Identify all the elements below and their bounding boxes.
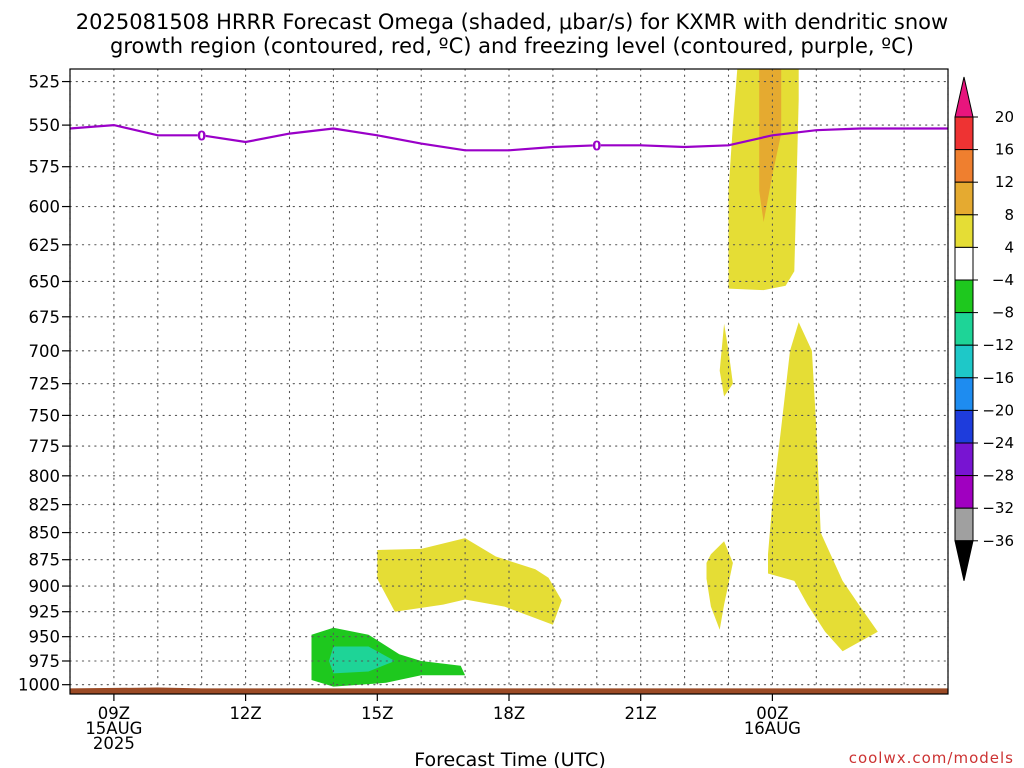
x-tick-label-00Z-1: 16AUG bbox=[744, 719, 801, 738]
colorbar-label-2: 12 bbox=[995, 173, 1014, 191]
y-tick-label-775: 775 bbox=[29, 437, 61, 456]
freezing-level-label-1: 0 bbox=[592, 139, 601, 154]
colorbar-label-5: −4 bbox=[992, 271, 1014, 289]
x-tick-label-09Z-0: 09Z bbox=[98, 704, 130, 723]
chart-title-line-1: 2025081508 HRRR Forecast Omega (shaded, … bbox=[76, 10, 948, 34]
y-tick-label-625: 625 bbox=[29, 236, 61, 255]
y-tick-label-800: 800 bbox=[29, 467, 61, 486]
colorbar-label-4: 4 bbox=[1004, 238, 1014, 256]
omega-region-4 bbox=[768, 322, 878, 652]
omega-region-3 bbox=[706, 541, 733, 630]
colorbar-label-13: −36 bbox=[982, 532, 1014, 550]
colorbar-bin-2 bbox=[954, 181, 974, 216]
y-tick-label-550: 550 bbox=[29, 116, 61, 135]
y-tick-label-675: 675 bbox=[29, 308, 61, 327]
ground-fill bbox=[70, 687, 948, 694]
colorbar-bin-8 bbox=[954, 377, 974, 411]
ground-surface bbox=[70, 687, 948, 694]
colorbar-label-0: 20 bbox=[995, 108, 1014, 126]
y-tick-label-925: 925 bbox=[29, 603, 61, 622]
y-tick-label-725: 725 bbox=[29, 375, 61, 394]
colorbar-label-11: −28 bbox=[982, 467, 1014, 485]
y-tick-label-650: 650 bbox=[29, 272, 61, 291]
colorbar-label-1: 16 bbox=[995, 141, 1014, 159]
y-tick-label-1000: 1000 bbox=[18, 676, 60, 695]
y-tick-label-525: 525 bbox=[29, 73, 61, 92]
y-tick-label-950: 950 bbox=[29, 628, 61, 647]
colorbar-label-3: 8 bbox=[1004, 206, 1014, 224]
freezing-label-bg-0 bbox=[197, 128, 206, 143]
colorbar-bin-1 bbox=[954, 149, 974, 183]
omega-region-2 bbox=[719, 323, 733, 397]
y-tick-label-975: 975 bbox=[29, 652, 61, 671]
freezing-level-line bbox=[69, 123, 948, 152]
colorbar-bin-10 bbox=[954, 442, 974, 477]
colorbar-bin-11 bbox=[954, 475, 974, 509]
colorbar-label-7: −12 bbox=[982, 336, 1014, 354]
omega-shading bbox=[311, 69, 878, 687]
x-tick-label-09Z-1: 15AUG bbox=[85, 719, 142, 738]
y-tick-label-900: 900 bbox=[29, 577, 61, 596]
colorbar-bin-4 bbox=[954, 246, 974, 281]
y-tick-label-575: 575 bbox=[29, 158, 61, 177]
colorbar-bin-3 bbox=[954, 214, 974, 248]
y-tick-label-850: 850 bbox=[29, 524, 61, 543]
omega-region-7 bbox=[329, 646, 395, 674]
colorbar-label-8: −16 bbox=[982, 369, 1014, 387]
colorbar-top-extension bbox=[954, 76, 974, 118]
colorbar-label-9: −20 bbox=[982, 401, 1014, 419]
pressure-axis: 525 550 575 600 625 650 675 700 725 750 775 800 825 8… bbox=[18, 73, 70, 695]
omega-region-1 bbox=[759, 69, 782, 222]
colorbar: 20 16 12 8 4 −4 −8 −12 −16 −20 −24 −28 −32 −36 bbox=[954, 76, 1014, 581]
colorbar-bin-0 bbox=[954, 116, 974, 151]
x-tick-label-21Z-0: 21Z bbox=[625, 704, 657, 723]
colorbar-label-6: −8 bbox=[992, 304, 1014, 322]
credit-text: coolwx.com/models bbox=[849, 749, 1014, 767]
x-axis-label: Forecast Time (UTC) bbox=[414, 749, 605, 768]
y-tick-label-600: 600 bbox=[29, 198, 61, 217]
y-tick-label-750: 750 bbox=[29, 406, 61, 425]
freezing-level-label-0: 0 bbox=[197, 129, 206, 144]
x-tick-label-15Z-0: 15Z bbox=[361, 704, 393, 723]
colorbar-bin-9 bbox=[954, 409, 974, 444]
x-tick-label-18Z-0: 18Z bbox=[493, 704, 525, 723]
freezing-label-bg-1 bbox=[592, 138, 601, 153]
freezing-level-contour: 00 bbox=[69, 123, 948, 154]
colorbar-label-12: −32 bbox=[982, 499, 1014, 517]
colorbar-bin-6 bbox=[954, 312, 974, 346]
grid-lines bbox=[69, 68, 949, 695]
colorbar-bottom-extension bbox=[954, 540, 974, 581]
colorbar-bin-12 bbox=[954, 507, 974, 542]
colorbar-bin-5 bbox=[954, 279, 974, 314]
y-tick-label-825: 825 bbox=[29, 496, 61, 515]
y-tick-label-875: 875 bbox=[29, 551, 61, 570]
y-tick-label-700: 700 bbox=[29, 342, 61, 361]
chart-title-line-2: growth region (contoured, red, ºC) and f… bbox=[110, 34, 914, 58]
colorbar-label-10: −24 bbox=[982, 434, 1014, 452]
x-tick-label-12Z-0: 12Z bbox=[229, 704, 261, 723]
x-tick-label-09Z-2: 2025 bbox=[93, 734, 135, 753]
x-tick-label-00Z-0: 00Z bbox=[756, 704, 788, 723]
colorbar-bin-7 bbox=[954, 344, 974, 379]
